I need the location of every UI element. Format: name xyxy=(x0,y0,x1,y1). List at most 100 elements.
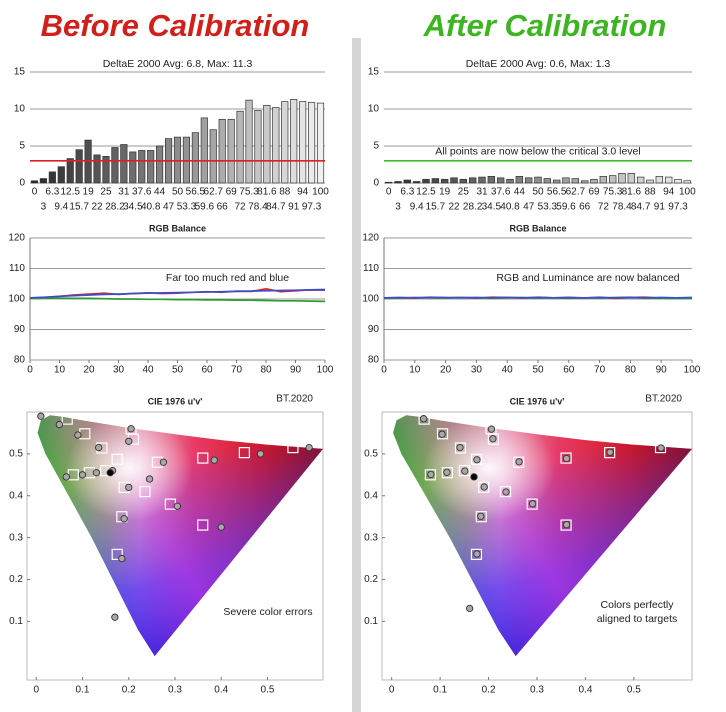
measured-marker xyxy=(55,420,64,429)
x-tick-label: 0.5 xyxy=(261,685,275,696)
y-tick-label: 5 xyxy=(373,141,379,152)
bar xyxy=(422,178,430,184)
bar xyxy=(236,110,244,184)
y-tick-label: 0.4 xyxy=(364,490,378,501)
bar xyxy=(75,149,83,184)
measured-marker xyxy=(173,502,181,510)
x-tick-label: 19 xyxy=(439,187,451,198)
bar xyxy=(93,154,101,184)
x-tick-label: 22 xyxy=(448,202,460,213)
measured-marker xyxy=(562,520,571,529)
y-tick-label: 0.3 xyxy=(9,532,23,543)
target-marker xyxy=(104,603,116,615)
target-marker xyxy=(475,511,487,523)
bar xyxy=(30,180,39,184)
bar xyxy=(48,171,56,184)
x-tick-label: 0 xyxy=(381,365,387,376)
target-marker xyxy=(238,447,250,459)
y-tick-label: 120 xyxy=(362,233,379,244)
target-marker xyxy=(560,519,572,531)
bar xyxy=(129,151,137,184)
x-tick-label: 0 xyxy=(32,187,38,198)
measured-marker xyxy=(125,483,133,492)
x-tick-label: 56.5 xyxy=(186,187,206,198)
target-marker xyxy=(287,441,299,454)
target-marker xyxy=(470,548,483,560)
bar xyxy=(403,179,412,184)
x-tick-label: 20 xyxy=(440,365,452,376)
x-tick-label: 0 xyxy=(386,187,392,198)
target-marker xyxy=(485,423,497,435)
x-tick-label: 34.5 xyxy=(123,202,143,213)
x-tick-label: 91 xyxy=(288,202,300,213)
measured-marker xyxy=(78,471,87,479)
bar xyxy=(524,177,533,184)
bar xyxy=(440,178,449,184)
y-tick-label: 15 xyxy=(368,67,380,78)
bar xyxy=(636,176,645,184)
annotation: All points are now below the critical 3.… xyxy=(435,146,640,158)
bar xyxy=(218,119,226,184)
y-tick-label: 120 xyxy=(8,233,25,244)
target-marker xyxy=(499,485,512,498)
y-tick-label: 100 xyxy=(8,294,25,305)
x-tick-label: 69 xyxy=(226,187,238,198)
measured-marker xyxy=(74,431,82,439)
x-tick-label: 10 xyxy=(409,365,421,376)
target-marker xyxy=(197,519,209,531)
x-tick-label: 56.5 xyxy=(547,187,567,198)
x-tick-label: 66 xyxy=(579,202,591,213)
x-tick-label: 100 xyxy=(317,365,334,376)
x-tick-label: 3 xyxy=(41,202,47,213)
x-tick-label: 53.3 xyxy=(538,202,558,213)
x-tick-label: 88 xyxy=(644,187,656,198)
x-tick-label: 62.7 xyxy=(566,187,586,198)
bar xyxy=(496,177,505,184)
measured-marker xyxy=(438,430,446,438)
x-tick-label: 12.5 xyxy=(60,187,80,198)
heading: After Calibration xyxy=(423,8,667,43)
bar xyxy=(478,176,486,184)
measured-marker xyxy=(95,443,103,452)
measured-marker xyxy=(473,456,481,464)
x-tick-label: 40.8 xyxy=(141,202,161,213)
x-tick-label: 70 xyxy=(231,365,243,376)
bar xyxy=(39,178,47,184)
x-tick-label: 40 xyxy=(142,365,154,376)
bar xyxy=(111,147,119,184)
target-marker xyxy=(526,498,538,510)
x-tick-label: 53.3 xyxy=(177,202,197,213)
measured-marker xyxy=(210,456,218,464)
bar xyxy=(308,101,316,184)
measured-marker xyxy=(217,523,225,531)
measured-marker xyxy=(106,469,114,477)
x-tick-label: 60 xyxy=(563,365,575,376)
chart-title: CIE 1976 u'v' xyxy=(510,396,565,406)
chart-title: DeltaE 2000 Avg: 0.6, Max: 1.3 xyxy=(466,58,611,70)
x-tick-label: 15.7 xyxy=(69,202,89,213)
y-tick-label: 0 xyxy=(19,178,25,189)
divider xyxy=(352,38,361,712)
bar xyxy=(57,166,65,184)
x-tick-label: 44 xyxy=(514,187,526,198)
y-tick-label: 0.1 xyxy=(9,616,23,627)
target-marker xyxy=(111,453,123,465)
bar xyxy=(590,178,598,184)
y-tick-label: 0.2 xyxy=(364,574,378,585)
y-tick-label: 10 xyxy=(368,104,380,115)
x-tick-label: 72 xyxy=(235,202,247,213)
y-tick-label: 0.4 xyxy=(9,490,23,501)
x-tick-label: 0.2 xyxy=(122,685,136,696)
target-marker xyxy=(441,467,453,479)
x-tick-label: 0.4 xyxy=(578,685,592,696)
bar xyxy=(66,158,74,184)
x-tick-label: 9.4 xyxy=(410,202,424,213)
x-tick-label: 80 xyxy=(260,365,272,376)
x-tick-label: 78.4 xyxy=(612,202,632,213)
y-tick-label: 100 xyxy=(362,294,379,305)
measured-marker xyxy=(456,443,464,452)
bar xyxy=(683,180,692,184)
target-marker xyxy=(436,428,449,440)
x-tick-label: 91 xyxy=(654,202,666,213)
measured-marker xyxy=(466,604,474,613)
